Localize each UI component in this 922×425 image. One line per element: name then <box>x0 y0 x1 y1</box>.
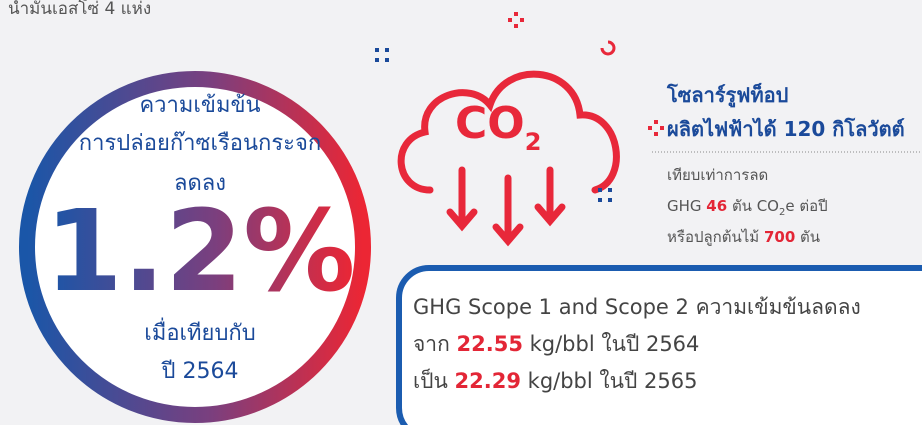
scope-box <box>396 265 922 425</box>
detail-part: หรือปลูกต้นไม้ <box>667 228 764 246</box>
scope-part: kg/bbl ในปี 2565 <box>521 369 697 393</box>
detail-part: 46 <box>706 197 727 215</box>
scope-part: GHG Scope 1 and Scope 2 ความเข้มข้นลดลง <box>413 295 861 319</box>
scope-line: เป็น 22.29 kg/bbl ในปี 2565 <box>413 367 697 393</box>
scope-part: kg/bbl ในปี 2564 <box>523 332 699 356</box>
sparkles <box>508 12 664 136</box>
scope-part: เป็น <box>413 367 455 393</box>
intensity-line: ความเข้มข้น <box>139 93 260 118</box>
intensity-ring <box>19 71 371 423</box>
arrow <box>446 166 478 232</box>
header: น้ำมันเอสโซ่ 4 แห่ง <box>8 0 151 19</box>
intensity-line: ลดลง <box>174 171 226 196</box>
detail-part: ตัน CO <box>727 197 779 215</box>
compare-line: เมื่อเทียบกับ <box>144 317 255 346</box>
detail-part: เทียบเท่าการลด <box>667 166 768 184</box>
solar-detail: เทียบเท่าการลด <box>667 166 768 184</box>
solar-details: เทียบเท่าการลด GHG 46 ตัน CO2e ต่อปีหรือป… <box>667 166 828 246</box>
arrow <box>534 166 566 227</box>
detail-part: e ต่อปี <box>785 197 827 215</box>
scope-part: จาก <box>413 332 457 356</box>
sparkles-blue <box>375 48 612 202</box>
detail-part: 700 <box>764 228 795 246</box>
arrow <box>492 174 524 247</box>
detail-part: ตัน <box>795 228 820 246</box>
scope-text: GHG Scope 1 and Scope 2 ความเข้มข้นลดลงจ… <box>413 295 861 393</box>
detail-part: 2 <box>779 207 785 218</box>
co2-text: CO <box>455 98 525 149</box>
solar-detail: หรือปลูกต้นไม้ 700 ตัน <box>667 228 820 246</box>
co2-subscript: 2 <box>525 128 542 156</box>
scope-line: GHG Scope 1 and Scope 2 ความเข้มข้นลดลง <box>413 295 861 319</box>
solar-detail: GHG 46 ตัน CO2e ต่อปี <box>667 197 828 218</box>
scope-part: 22.55 <box>457 332 523 356</box>
detail-part: GHG <box>667 197 706 215</box>
intensity-value: 1.2% <box>45 187 356 317</box>
solar-capacity: ผลิตไฟฟ้าได้ 120 กิโลวัตต์ <box>667 117 905 141</box>
co2-label: CO2 <box>455 98 541 156</box>
intensity-text: ความเข้มข้น การปล่อยก๊าซเรือนกระจก ลดลง … <box>45 93 356 384</box>
solar-title: โซลาร์รูฟท็อป <box>666 82 788 109</box>
cloud <box>397 70 620 247</box>
scope-part: 22.29 <box>455 369 521 393</box>
cloud-outline <box>397 70 620 194</box>
compare-line: ปี 2564 <box>160 359 238 384</box>
intensity-line: การปล่อยก๊าซเรือนกระจก <box>79 131 321 156</box>
scope-line: จาก 22.55 kg/bbl ในปี 2564 <box>413 332 699 356</box>
